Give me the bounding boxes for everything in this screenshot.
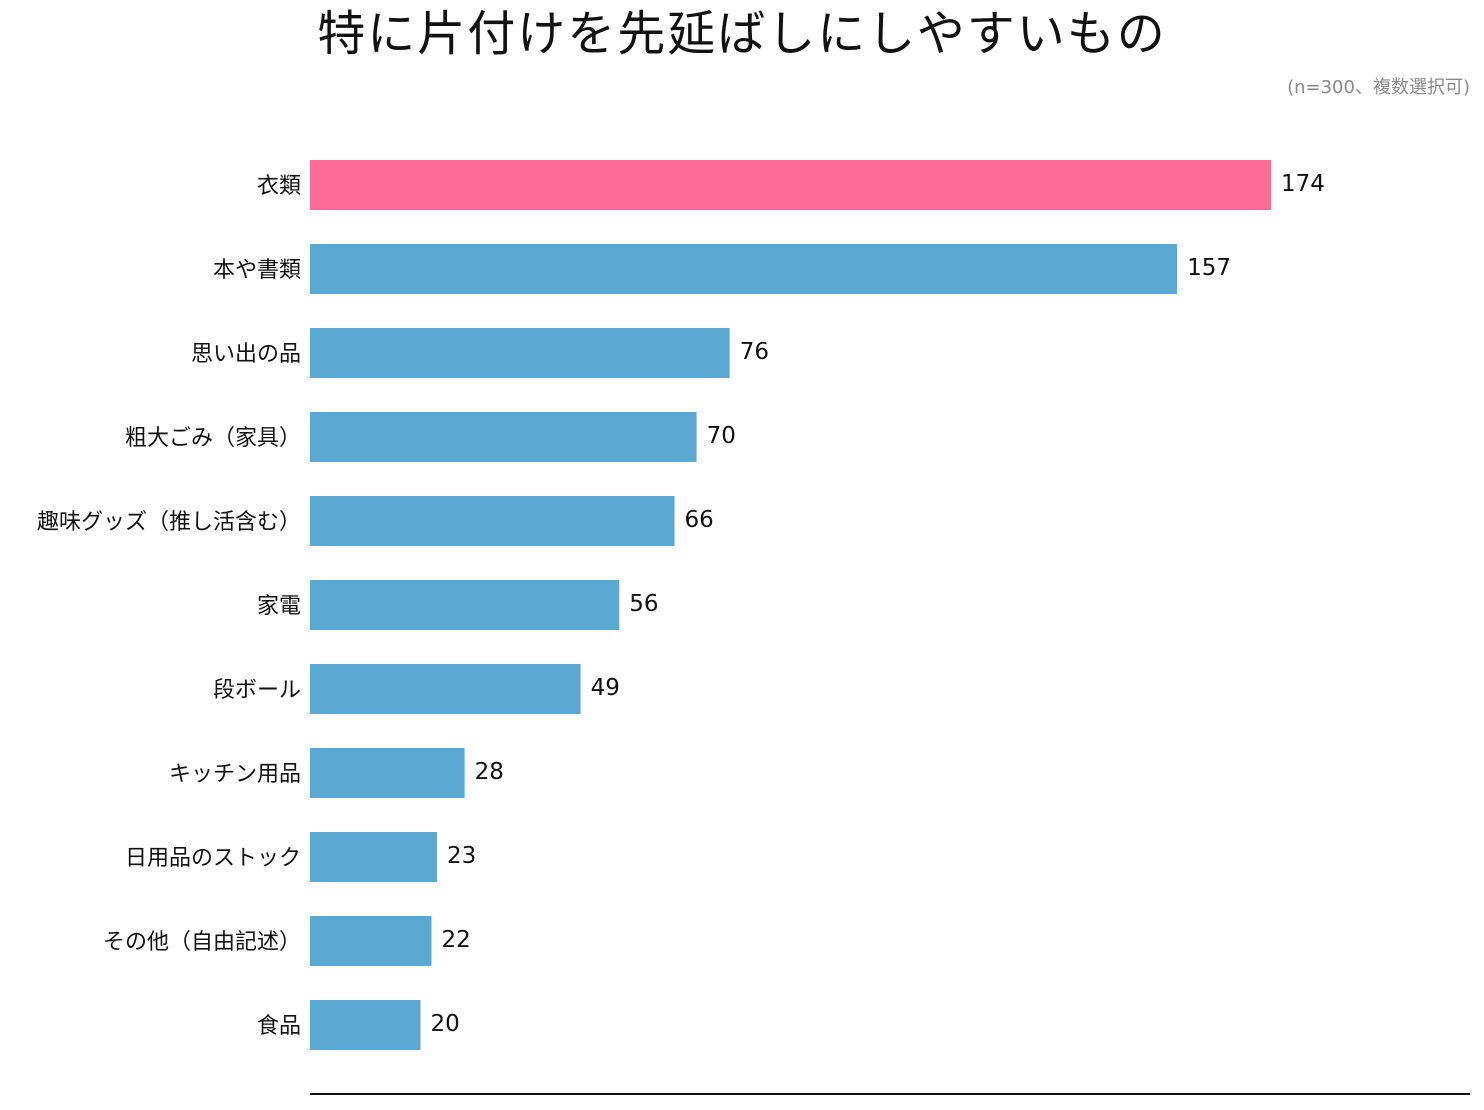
value-label: 20 [431,1011,460,1037]
bar-10 [310,916,432,966]
bar-1 [310,160,1271,210]
category-label: 日用品のストック [125,846,301,871]
bar-2 [310,244,1178,294]
category-label: キッチン用品 [169,762,301,787]
bar-6 [310,580,620,630]
bar-9 [310,832,437,882]
category-label: 段ボール [213,678,301,703]
bar-8 [310,748,465,798]
category-label: 家電 [257,594,301,619]
value-label: 70 [707,423,736,449]
bar-11 [310,1000,421,1050]
category-label: 粗大ごみ（家具） [125,426,301,451]
value-label: 76 [740,339,769,365]
value-label: 56 [629,591,658,617]
bar-3 [310,328,730,378]
value-label: 174 [1281,171,1325,197]
bar-4 [310,412,697,462]
bar-7 [310,664,581,714]
chart-subtitle: (n=300、複数選択可) [1287,77,1470,98]
value-label: 22 [442,927,471,953]
value-label: 28 [475,759,504,785]
value-label: 66 [685,507,714,533]
labels-layer: 衣類 174 本や書類 157 思い出の品 76 粗大ごみ（家具） 70 趣味グッズ（推し活含む… [37,171,1325,1039]
category-label: 本や書類 [213,258,301,283]
category-label: 思い出の品 [191,342,301,367]
value-label: 23 [447,843,476,869]
category-label: その他（自由記述） [103,930,301,955]
chart-title: 特に片付けを先延ばしにしやすいもの [317,6,1167,62]
value-label: 157 [1187,255,1231,281]
bar-5 [310,496,675,546]
category-label: 趣味グッズ（推し活含む） [37,510,301,535]
category-label: 衣類 [257,174,301,199]
bars-layer [310,160,1271,1050]
category-label: 食品 [257,1014,301,1039]
value-label: 49 [591,675,620,701]
